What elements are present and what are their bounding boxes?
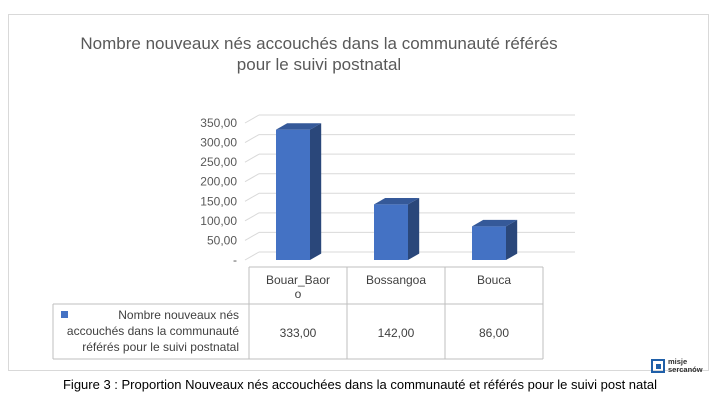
bar-top-1	[276, 123, 322, 130]
chart-title-line-1: Nombre nouveaux nés accouchés dans la co…	[80, 34, 558, 53]
figure-caption: Figure 3 : Proportion Nouveaux nés accou…	[62, 377, 657, 392]
bar-2	[374, 204, 408, 260]
bar-side-3	[506, 219, 518, 260]
y-tick-label: 50,00	[207, 233, 237, 247]
legend-label: accouchés dans la communauté	[67, 324, 239, 338]
y-tick-label: 200,00	[200, 175, 237, 189]
data-label: 142,00	[378, 326, 415, 340]
gridline-side	[244, 173, 260, 183]
y-tick-label: 150,00	[200, 194, 237, 208]
bar-1	[276, 129, 310, 260]
chart-frame: Nombre nouveaux nés accouchés dans la co…	[8, 14, 709, 371]
y-tick-label: 300,00	[200, 136, 237, 150]
chart-plot: - 50,00 100,00 150,00 200,00 250,00 300,00 350,…	[52, 114, 575, 360]
data-label: 86,00	[479, 326, 509, 340]
legend-key	[61, 311, 68, 318]
gridline-side	[244, 114, 260, 124]
chart-title-line-2: pour le suivi postnatal	[236, 55, 402, 74]
legend-label: Nombre nouveaux nés	[118, 308, 239, 322]
gridline-side	[244, 231, 260, 241]
y-tick-label: 350,00	[200, 116, 237, 130]
logo-text: misje sercanów	[668, 357, 703, 374]
gridline-side	[244, 134, 260, 144]
gridline-side	[244, 153, 260, 163]
bar-3	[472, 226, 506, 260]
gridline-side	[244, 251, 260, 261]
logo-mark-icon	[651, 359, 665, 373]
x-tick-label: Bouca	[477, 273, 511, 287]
y-tick-label: 100,00	[200, 214, 237, 228]
bar-side-1	[310, 123, 322, 260]
gridline-side	[244, 192, 260, 202]
chart-title: Nombre nouveaux nés accouchés dans la co…	[9, 33, 629, 75]
gridline-side	[244, 212, 260, 222]
data-label: 333,00	[280, 326, 317, 340]
y-tick-label: -	[233, 253, 237, 267]
bar-side-2	[408, 198, 420, 260]
x-tick-label: o	[295, 287, 302, 301]
x-tick-label: Bouar_Baor	[266, 273, 330, 287]
x-tick-label: Bossangoa	[366, 273, 426, 287]
misje-sercanow-logo: misje sercanów	[651, 358, 713, 376]
y-tick-label: 250,00	[200, 155, 237, 169]
legend-label: référés pour le suivi postnatal	[82, 340, 239, 354]
bar-top-3	[472, 219, 518, 227]
bar-top-2	[374, 198, 420, 205]
